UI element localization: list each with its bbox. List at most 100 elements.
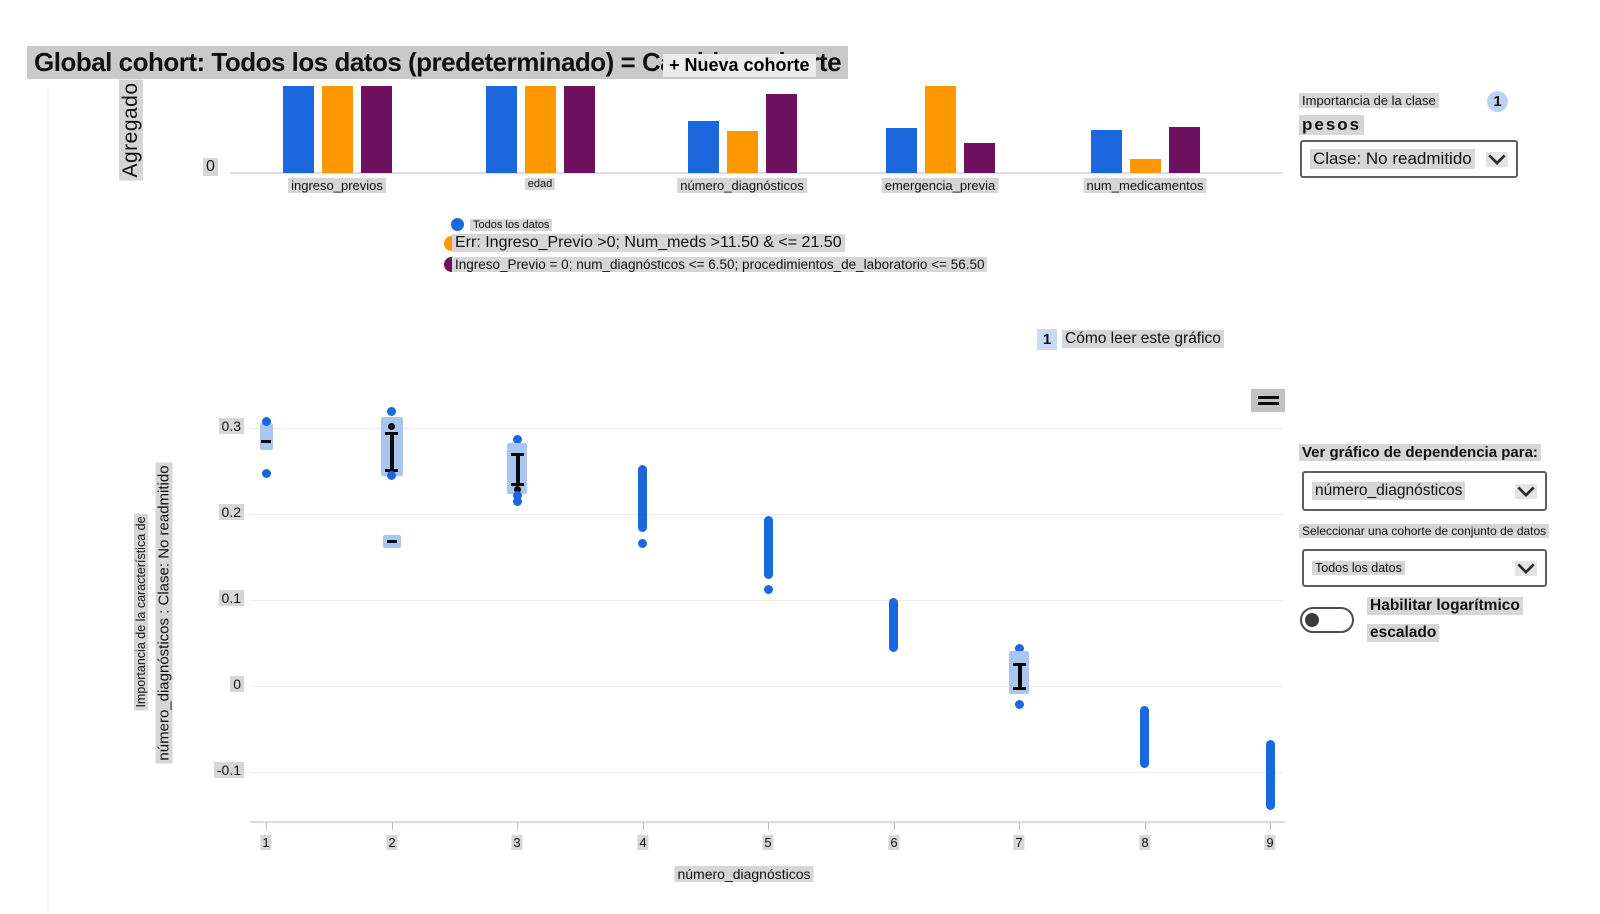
how-to-read-badge-icon[interactable]: 1 — [1037, 329, 1057, 350]
x-axis-tick-mark — [392, 823, 393, 830]
chart-options-icon[interactable] — [1251, 389, 1285, 412]
bar-category-label: número_diagnósticos — [677, 178, 807, 193]
x-axis-tick-label: 4 — [637, 835, 649, 850]
dependence-for-label: Ver gráfico de dependencia para: — [1299, 444, 1541, 461]
y-axis-tick-label: 0.3 — [192, 418, 244, 434]
scatter-ylabel-line2: número_diagnósticos : Clase: No readmiti… — [155, 462, 173, 764]
how-to-read-label: Cómo leer este gráfico — [1062, 330, 1224, 348]
scatter-dot — [514, 486, 521, 493]
scatter-dot — [764, 585, 773, 594]
scatter-ylabel-line1: Importancia de la característica de — [134, 513, 148, 711]
importance-bar[interactable] — [485, 86, 517, 173]
bar-category-label: ingreso_previos — [288, 178, 386, 193]
toggle-knob — [1305, 613, 1319, 627]
chevron-down-icon — [1486, 151, 1508, 167]
legend-item[interactable]: Err: Ingreso_Previo >0; Num_meds >11.50 … — [444, 234, 845, 252]
scatter-dot — [513, 435, 522, 444]
x-axis-tick-label: 9 — [1264, 835, 1276, 850]
bar-category-label: edad — [524, 178, 556, 190]
scatter-dot — [513, 491, 522, 500]
legend-label: Err: Ingreso_Previo >0; Num_meds >11.50 … — [452, 234, 845, 252]
importance-bar[interactable] — [1129, 159, 1161, 173]
scatter-point-strip — [764, 516, 773, 579]
scatter-median-dash — [261, 440, 271, 443]
error-bar — [1013, 663, 1026, 690]
importance-bar[interactable] — [1168, 127, 1200, 173]
x-axis-tick-mark — [1270, 823, 1271, 830]
scatter-dot — [387, 471, 396, 480]
info-badge-icon[interactable]: 1 — [1487, 91, 1508, 112]
bar-chart-ylabel: Agregado — [119, 79, 143, 181]
cohort-select-label: Seleccionar una cohorte de conjunto de d… — [1299, 524, 1550, 538]
dependence-feature-dropdown[interactable]: número_diagnósticos — [1302, 471, 1547, 511]
bar-category-label: num_medicamentos — [1083, 178, 1207, 193]
x-axis-tick-mark — [894, 823, 895, 830]
scatter-dot — [388, 423, 395, 430]
gridline — [250, 686, 1283, 687]
x-axis-line — [250, 821, 1285, 823]
gridline — [250, 428, 1283, 429]
scatter-dot — [1015, 644, 1024, 653]
error-bar — [385, 432, 398, 472]
scatter-point-strip — [1140, 706, 1149, 768]
y-axis-tick-label: 0.2 — [192, 504, 244, 520]
gridline — [250, 514, 1283, 515]
scatter-median-dash — [387, 540, 397, 543]
chevron-down-icon — [1515, 483, 1537, 499]
importance-bar[interactable] — [687, 121, 719, 173]
scatter-dot — [1015, 700, 1024, 709]
scatter-point-strip — [1266, 740, 1275, 810]
importance-bar[interactable] — [963, 143, 995, 173]
importance-bar[interactable] — [360, 86, 392, 173]
importance-bar[interactable] — [885, 128, 917, 173]
x-axis-tick-label: 8 — [1139, 835, 1151, 850]
legend-item[interactable]: Ingreso_Previo = 0; num_diagnósticos <= … — [444, 257, 988, 272]
x-axis-tick-label: 5 — [762, 835, 774, 850]
dependence-feature-dropdown-value: número_diagnósticos — [1312, 482, 1466, 500]
scatter-range-box — [260, 423, 273, 450]
scatter-dot — [513, 497, 522, 506]
x-axis-tick-mark — [768, 823, 769, 830]
scatter-point-strip — [889, 598, 898, 652]
legend-label: Ingreso_Previo = 0; num_diagnósticos <= … — [452, 257, 988, 272]
gridline — [250, 772, 1283, 773]
scatter-point-strip — [638, 465, 647, 532]
importance-bar[interactable] — [1090, 130, 1122, 173]
scatter-dot — [387, 407, 396, 416]
gridline — [250, 600, 1283, 601]
dataset-cohort-dropdown-value: Todos los datos — [1312, 561, 1405, 575]
importance-bar[interactable] — [726, 131, 758, 173]
scatter-dot — [262, 417, 271, 426]
legend-item[interactable]: Todos los datos — [451, 218, 553, 231]
legend-dot-icon — [451, 218, 464, 231]
new-cohort-button[interactable]: + Nueva cohorte — [663, 54, 816, 77]
log-scale-label-line1: Habilitar logarítmico — [1367, 597, 1523, 615]
y-axis-tick-label: -0.1 — [192, 762, 244, 778]
x-axis-tick-label: 2 — [386, 835, 398, 850]
scatter-xlabel: número_diagnósticos — [674, 866, 814, 882]
chevron-down-icon — [1515, 560, 1537, 576]
left-divider — [47, 88, 49, 912]
importance-bar[interactable] — [765, 94, 797, 173]
bar-chart-baseline — [230, 172, 1283, 174]
x-axis-tick-label: 6 — [888, 835, 900, 850]
x-axis-tick-mark — [643, 823, 644, 830]
class-weights-dropdown[interactable]: Clase: No readmitido — [1300, 140, 1518, 178]
log-scale-label-line2: escalado — [1367, 624, 1440, 642]
importance-bar[interactable] — [924, 86, 956, 173]
scatter-dot — [638, 539, 647, 548]
importance-bar[interactable] — [524, 86, 556, 173]
x-axis-tick-mark — [266, 823, 267, 830]
y-axis-tick-label: 0.1 — [192, 590, 244, 606]
x-axis-tick-label: 3 — [511, 835, 523, 850]
class-weights-dropdown-value: Clase: No readmitido — [1310, 149, 1475, 169]
importance-bar[interactable] — [321, 86, 353, 173]
scatter-dot — [262, 469, 271, 478]
log-scale-toggle[interactable] — [1300, 607, 1354, 633]
importance-bar[interactable] — [282, 86, 314, 173]
x-axis-tick-label: 1 — [260, 835, 272, 850]
dataset-cohort-dropdown[interactable]: Todos los datos — [1302, 549, 1547, 587]
importance-bar[interactable] — [563, 86, 595, 173]
weights-label: pesos — [1299, 115, 1365, 135]
